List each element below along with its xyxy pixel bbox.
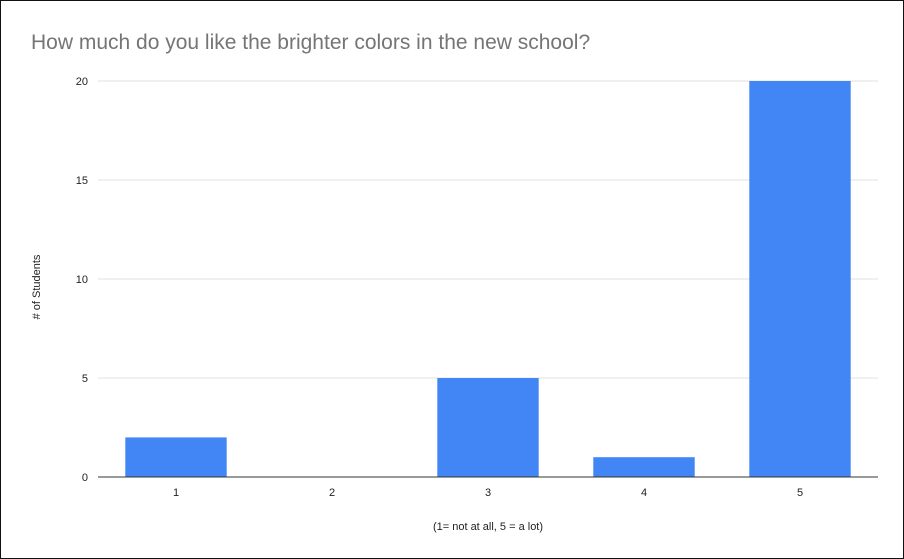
y-tick-labels: 0 5 10 15 20 xyxy=(76,76,88,484)
x-tick-label: 2 xyxy=(329,487,335,499)
bar-1 xyxy=(125,437,227,477)
y-axis-label: # of Students xyxy=(31,254,43,320)
y-tick-label: 20 xyxy=(76,76,88,88)
y-tick-label: 0 xyxy=(82,472,88,484)
bars xyxy=(125,81,851,477)
bar-4 xyxy=(593,457,695,477)
bar-3 xyxy=(437,378,539,477)
x-tick-label: 4 xyxy=(641,487,647,499)
x-tick-label: 1 xyxy=(173,487,179,499)
x-tick-labels: 1 2 3 4 5 xyxy=(173,487,803,499)
y-tick-label: 10 xyxy=(76,274,88,286)
bar-5 xyxy=(749,81,851,477)
x-tick-label: 5 xyxy=(797,487,803,499)
y-tick-label: 15 xyxy=(76,175,88,187)
chart-title: How much do you like the brighter colors… xyxy=(31,31,591,54)
x-axis-label: (1= not at all, 5 = a lot) xyxy=(432,521,544,533)
y-tick-label: 5 xyxy=(82,373,88,385)
x-tick-label: 3 xyxy=(485,487,491,499)
